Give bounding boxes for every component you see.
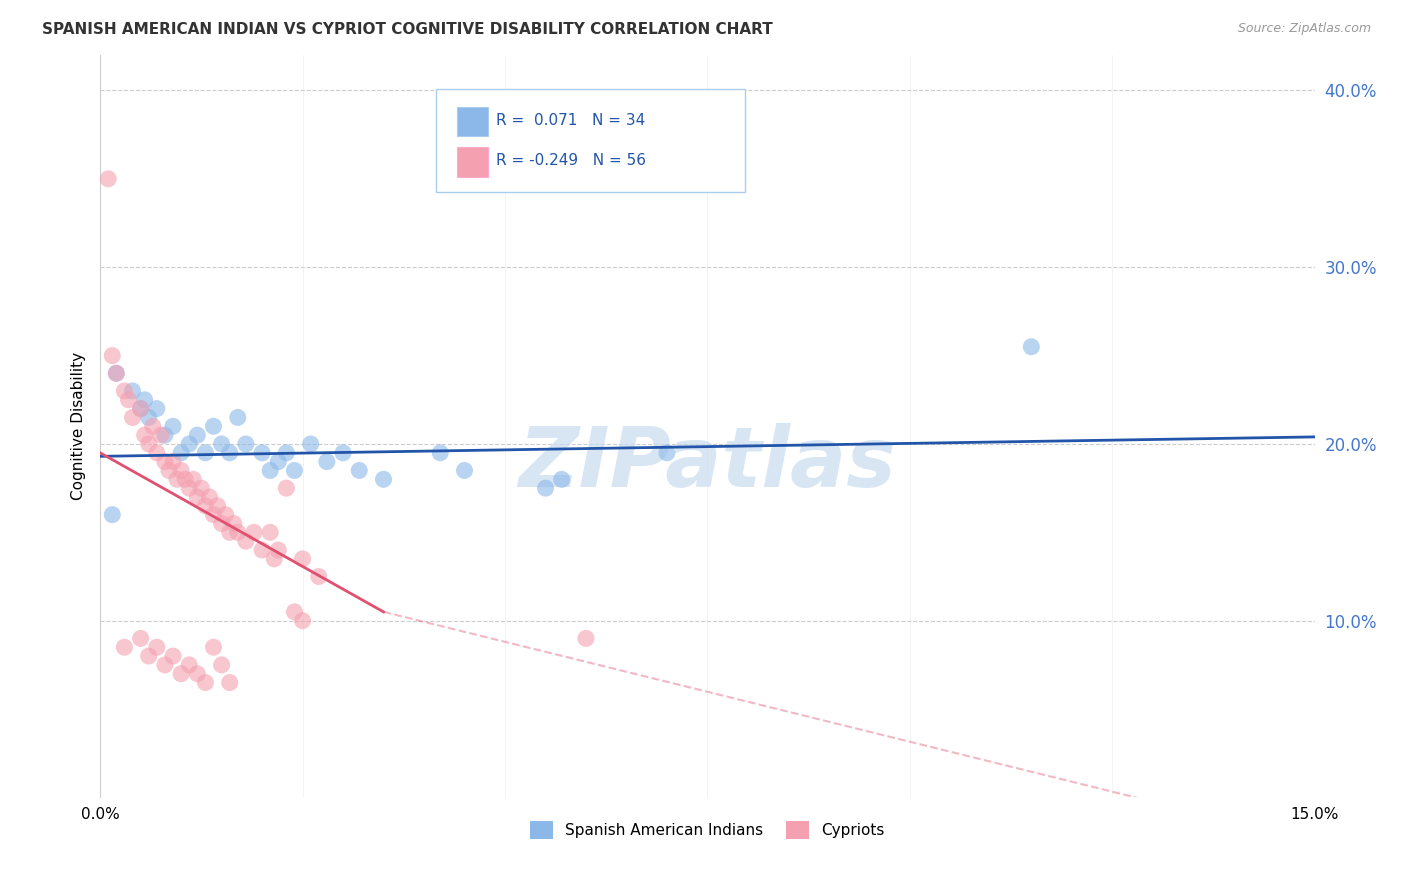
Point xyxy=(332,446,354,460)
Point xyxy=(267,455,290,469)
Point xyxy=(162,455,184,469)
Point xyxy=(534,481,557,495)
Point xyxy=(194,499,217,513)
Point xyxy=(263,552,285,566)
Y-axis label: Cognitive Disability: Cognitive Disability xyxy=(72,352,86,500)
Point xyxy=(211,437,233,451)
Point xyxy=(202,419,225,434)
Point xyxy=(235,534,257,549)
Point xyxy=(207,499,229,513)
Point xyxy=(211,516,233,531)
Point xyxy=(259,463,281,477)
Point xyxy=(291,614,314,628)
Point xyxy=(211,657,233,672)
Point xyxy=(138,648,160,663)
Point xyxy=(117,392,139,407)
Point xyxy=(453,463,475,477)
Point xyxy=(194,675,217,690)
Point xyxy=(299,437,322,451)
Point xyxy=(259,525,281,540)
Point xyxy=(276,481,298,495)
Point xyxy=(250,446,273,460)
Point xyxy=(181,472,204,486)
Point xyxy=(138,437,160,451)
Point xyxy=(162,648,184,663)
Point xyxy=(250,543,273,558)
Point xyxy=(157,463,180,477)
Point xyxy=(146,401,169,416)
Point xyxy=(146,640,169,655)
Point xyxy=(105,366,128,380)
Point xyxy=(655,446,678,460)
Point xyxy=(129,401,152,416)
Point xyxy=(218,446,240,460)
Point xyxy=(153,657,176,672)
Point xyxy=(101,349,124,363)
Point xyxy=(101,508,124,522)
Point xyxy=(174,472,197,486)
Point xyxy=(134,428,156,442)
Point xyxy=(202,640,225,655)
Point xyxy=(179,657,201,672)
Point xyxy=(121,384,143,398)
Point xyxy=(276,446,298,460)
Point xyxy=(283,463,305,477)
Text: Source: ZipAtlas.com: Source: ZipAtlas.com xyxy=(1237,22,1371,36)
Point xyxy=(153,428,176,442)
Point xyxy=(153,455,176,469)
Point xyxy=(218,525,240,540)
Point xyxy=(170,446,193,460)
Point xyxy=(315,455,337,469)
Point xyxy=(142,419,165,434)
Point xyxy=(186,666,208,681)
Point xyxy=(170,463,193,477)
Point xyxy=(349,463,371,477)
Point xyxy=(202,508,225,522)
Point xyxy=(308,569,330,583)
Point xyxy=(291,552,314,566)
Point xyxy=(575,632,598,646)
Point xyxy=(134,392,156,407)
Point xyxy=(179,481,201,495)
Text: R = -0.249   N = 56: R = -0.249 N = 56 xyxy=(496,153,647,168)
Legend: Spanish American Indians, Cypriots: Spanish American Indians, Cypriots xyxy=(524,814,891,846)
Point xyxy=(218,675,240,690)
Point xyxy=(429,446,451,460)
Point xyxy=(1021,340,1043,354)
Point xyxy=(283,605,305,619)
Point xyxy=(112,384,135,398)
Point xyxy=(121,410,143,425)
Point xyxy=(186,490,208,504)
Point xyxy=(146,446,169,460)
Point xyxy=(243,525,266,540)
Point xyxy=(179,437,201,451)
Point xyxy=(170,666,193,681)
Point xyxy=(373,472,395,486)
Point xyxy=(226,525,249,540)
Point xyxy=(214,508,236,522)
Point xyxy=(194,446,217,460)
Point xyxy=(97,172,120,186)
Point xyxy=(149,428,172,442)
Point xyxy=(235,437,257,451)
Point xyxy=(112,640,135,655)
Point xyxy=(129,401,152,416)
Point xyxy=(550,472,572,486)
Point xyxy=(190,481,212,495)
Point xyxy=(222,516,245,531)
Point xyxy=(138,410,160,425)
Point xyxy=(186,428,208,442)
Point xyxy=(162,419,184,434)
Text: SPANISH AMERICAN INDIAN VS CYPRIOT COGNITIVE DISABILITY CORRELATION CHART: SPANISH AMERICAN INDIAN VS CYPRIOT COGNI… xyxy=(42,22,773,37)
Text: R =  0.071   N = 34: R = 0.071 N = 34 xyxy=(496,113,645,128)
Point xyxy=(198,490,221,504)
Point xyxy=(105,366,128,380)
Text: ZIPatlas: ZIPatlas xyxy=(519,423,897,504)
Point xyxy=(267,543,290,558)
Point xyxy=(166,472,188,486)
Point xyxy=(226,410,249,425)
Point xyxy=(129,632,152,646)
